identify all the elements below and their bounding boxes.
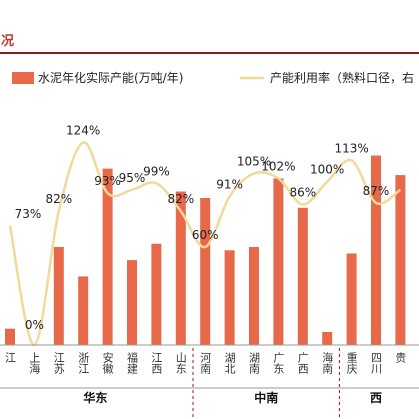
bar-江苏: [53, 247, 64, 345]
category-labels: 江上海 江苏 浙江 安徽 福建 江西 山东 河南 湖北 湖南 广东 广西 海南 重庆 四川贵: [4, 351, 407, 375]
category-label-广东: 广东: [272, 352, 285, 374]
chart-title: 况: [1, 34, 14, 49]
data-label-广东: 102%: [261, 159, 295, 173]
category-label-湖北: 湖北: [223, 352, 236, 374]
legend-line-label: 产能利用率（熟料口径，右: [270, 70, 414, 85]
bar-湖北: [224, 250, 235, 345]
category-label-广西: 广西: [296, 352, 309, 374]
data-label-湖南: 105%: [237, 155, 271, 169]
data-label-安徽: 93%: [94, 174, 121, 188]
category-label-海南: 海南: [321, 351, 334, 374]
category-label-安徽: 安徽: [101, 351, 114, 375]
legend-bar-label: 水泥年化实际产能(万吨/年): [38, 70, 183, 85]
category-label-江: 江: [4, 352, 17, 363]
utilization-line: [8, 141, 402, 347]
data-label-江苏: 82%: [45, 192, 72, 206]
line-series: [8, 141, 402, 347]
category-label-上海: 上海: [28, 352, 41, 375]
category-label-重庆: 重庆: [345, 351, 358, 375]
data-label-山东: 82%: [167, 192, 194, 206]
region-labels: 华东 中南 西: [83, 348, 382, 419]
category-label-浙江: 浙江: [77, 352, 90, 374]
data-label-四川: 87%: [363, 184, 390, 198]
category-label-江苏: 江苏: [52, 352, 65, 375]
bar-安徽: [102, 168, 113, 345]
bar-福建: [127, 260, 137, 345]
data-label-江: 73%: [15, 207, 42, 221]
region-label-中南: 中南: [254, 390, 278, 405]
bar-山东: [175, 191, 186, 345]
bar-四川: [371, 155, 381, 345]
data-labels: 73% 0% 82% 124% 93%95%99% 82% 60% 91% 105%102% 86…: [15, 124, 390, 333]
data-label-上海: 0%: [25, 318, 44, 332]
category-label-江西: 江西: [150, 352, 163, 374]
legend-bar-swatch: [12, 72, 34, 84]
data-label-江西: 99%: [143, 164, 170, 178]
bar-海南: [322, 331, 333, 345]
data-label-重庆: 113%: [334, 141, 368, 155]
data-label-福建: 95%: [119, 171, 146, 185]
category-label-福建: 福建: [126, 351, 139, 375]
region-label-西: 西: [370, 391, 382, 405]
bar-湖南: [249, 247, 259, 345]
data-label-海南: 100%: [310, 163, 344, 177]
region-label-华东: 华东: [83, 390, 107, 405]
data-label-河南: 60%: [192, 228, 219, 242]
data-label-湖北: 91%: [216, 177, 243, 191]
category-label-四川: 四川: [370, 352, 383, 374]
category-label-湖南: 湖南: [248, 352, 261, 374]
bar-河南: [200, 198, 211, 345]
bar-广东: [273, 178, 284, 345]
bar-贵: [395, 175, 406, 345]
bar-江西: [151, 243, 162, 345]
bar-重庆: [346, 253, 357, 345]
legend: 水泥年化实际产能(万吨/年) 产能利用率（熟料口径，右: [12, 70, 414, 85]
bar-广西: [297, 207, 308, 345]
category-label-贵: 贵: [394, 352, 407, 364]
data-label-浙江: 124%: [66, 124, 100, 138]
data-label-广西: 86%: [289, 186, 316, 200]
bar-浙江: [78, 276, 89, 345]
bar-series: [5, 155, 406, 345]
category-label-河南: 河南: [199, 352, 212, 374]
category-label-山东: 山东: [174, 352, 187, 374]
bar-江: [5, 328, 15, 345]
